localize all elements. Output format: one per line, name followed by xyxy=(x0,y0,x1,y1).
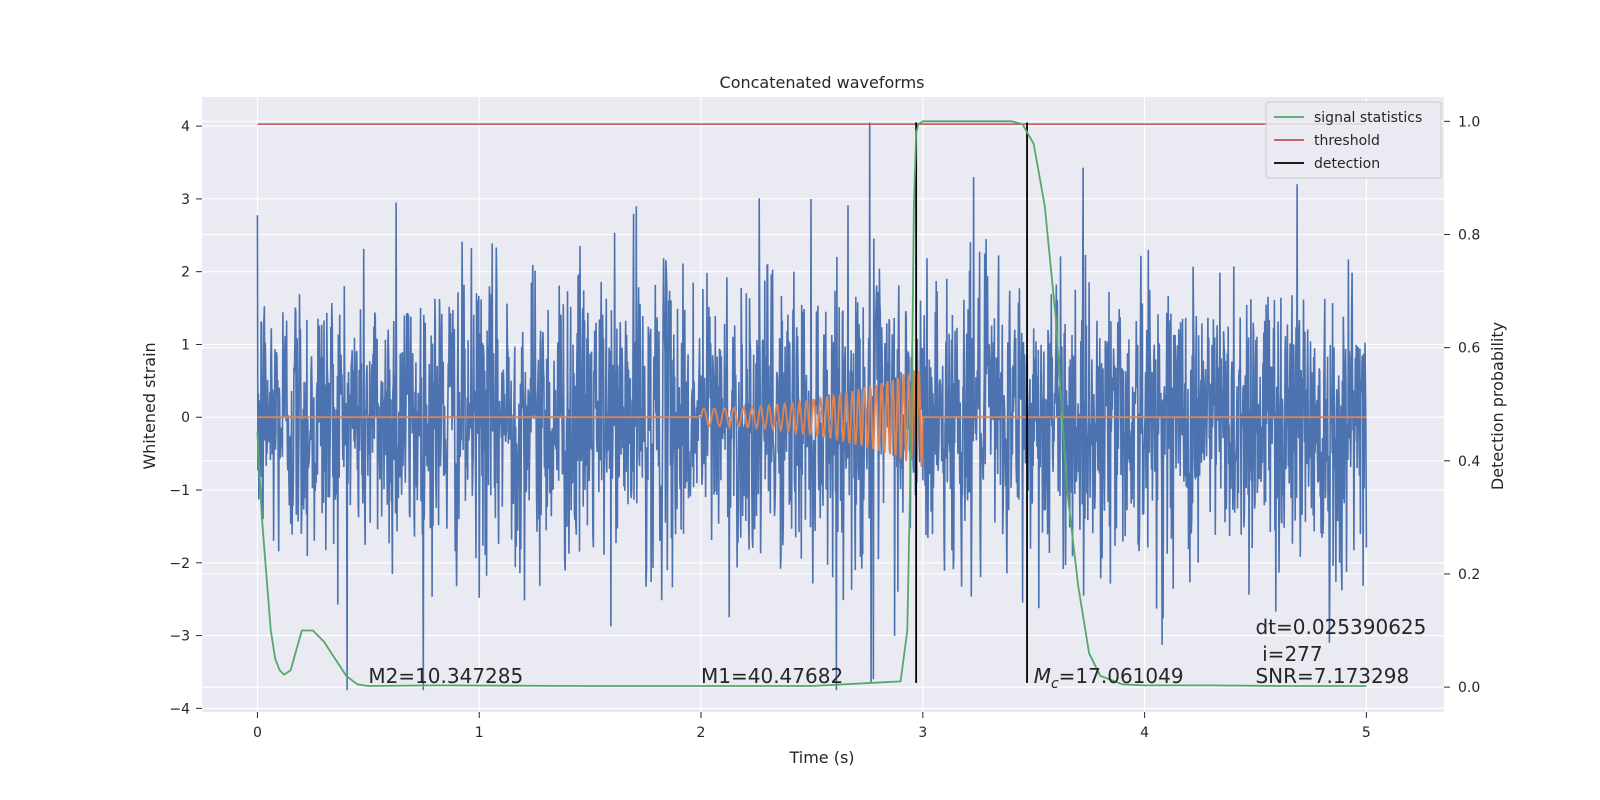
y2-tick-label: 0.2 xyxy=(1458,567,1480,583)
template-waveform-line xyxy=(257,369,1367,468)
annotation: dt=0.025390625 xyxy=(1255,615,1426,639)
x-tick-label: 4 xyxy=(1140,725,1149,741)
y2-tick-label: 1.0 xyxy=(1458,114,1480,130)
whitened-strain-line xyxy=(256,122,1368,691)
y-tick-label: 0 xyxy=(181,410,190,426)
annotation: i=277 xyxy=(1262,642,1323,666)
annotation: SNR=7.173298 xyxy=(1255,664,1409,688)
y-tick-label: 2 xyxy=(181,265,190,281)
y-tick-label: −1 xyxy=(169,483,190,499)
signal-statistics-line xyxy=(256,120,1367,687)
y2-tick-label: 0.8 xyxy=(1458,227,1480,243)
legend-box xyxy=(1265,101,1442,179)
annotation: M1=40.47682 xyxy=(701,664,843,688)
annotation: Mc=17.061049 xyxy=(1034,664,1184,692)
x-tick-label: 3 xyxy=(918,725,927,741)
y-tick-label: −2 xyxy=(169,556,190,572)
x-tick-label: 0 xyxy=(253,725,262,741)
noise-series xyxy=(256,122,1368,691)
axis-ticks: 0 1 2 3 4 5 4 3 2 1 0 −1 −2 −3 −4 1.0 0.8 0.6 0.4 0.2 0.0 xyxy=(169,114,1480,741)
y-tick-label: −4 xyxy=(169,701,190,717)
series-lines xyxy=(256,120,1367,687)
legend: signal statistics threshold detection xyxy=(1265,101,1442,179)
y-tick-label: 3 xyxy=(181,192,190,208)
y2-tick-label: 0.6 xyxy=(1458,341,1480,357)
legend-label: threshold xyxy=(1314,133,1380,149)
chart-title: Concatenated waveforms xyxy=(720,73,925,92)
x-axis-label: Time (s) xyxy=(788,748,854,767)
x-tick-label: 5 xyxy=(1362,725,1371,741)
y-tick-label: −3 xyxy=(169,629,190,645)
y-tick-label: 4 xyxy=(181,119,190,135)
annotations: M2=10.347285 M1=40.47682 Mc=17.061049 dt=0.… xyxy=(368,615,1426,692)
y2-tick-label: 0.0 xyxy=(1458,680,1480,696)
legend-label: detection xyxy=(1314,156,1380,172)
y-axis-label: Whitened strain xyxy=(140,342,159,469)
y2-tick-label: 0.4 xyxy=(1458,454,1480,470)
legend-label: signal statistics xyxy=(1314,110,1422,126)
y-tick-label: 1 xyxy=(181,337,190,353)
x-tick-label: 2 xyxy=(697,725,706,741)
annotation: M2=10.347285 xyxy=(368,664,523,688)
x-tick-label: 1 xyxy=(475,725,484,741)
y2-axis-label: Detection probability xyxy=(1488,322,1507,490)
